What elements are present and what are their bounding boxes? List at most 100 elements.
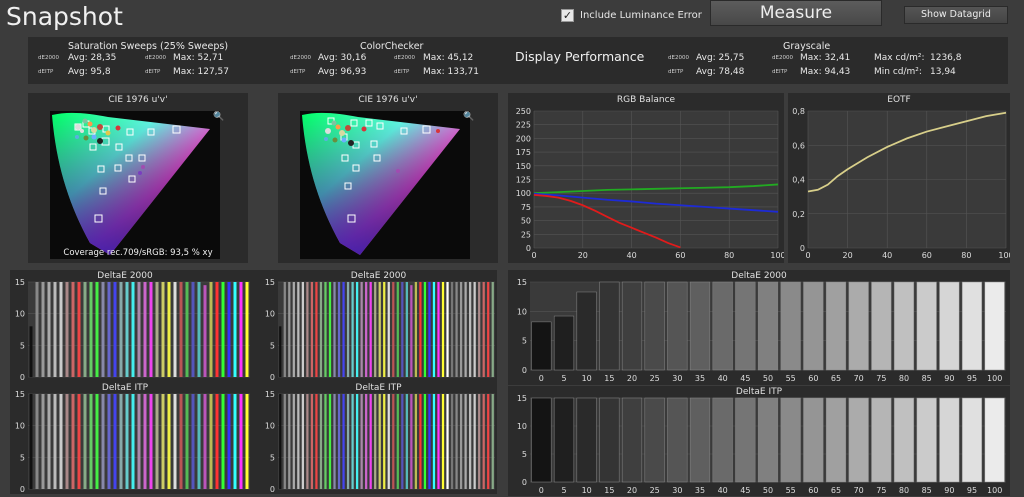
- cie-left-diagram: 🔍: [50, 110, 224, 259]
- bar: [689, 281, 711, 371]
- bar: [29, 394, 33, 489]
- y-tick-label: 15: [15, 278, 25, 287]
- y-tick-label: 75: [521, 203, 531, 212]
- bar: [803, 281, 824, 371]
- series-line-1: [533, 192, 779, 213]
- x-tick-label: 20: [843, 251, 853, 260]
- bar: [757, 397, 779, 483]
- x-tick-label: 15: [604, 486, 614, 495]
- x-tick-label: 40: [718, 486, 728, 495]
- y-tick-label: 125: [516, 176, 531, 185]
- bar: [848, 281, 869, 371]
- bar: [215, 394, 219, 489]
- x-tick-label: 100: [987, 486, 1002, 495]
- bar: [916, 281, 937, 371]
- bar: [780, 397, 801, 483]
- bar: [644, 281, 665, 371]
- bar: [149, 394, 153, 489]
- colorchecker-de2000-tag-2: dE2000: [394, 55, 415, 61]
- bar: [113, 394, 117, 489]
- bar: [446, 282, 449, 377]
- y-tick-label: 0: [20, 373, 25, 382]
- saturation-title: Saturation Sweeps (25% Sweeps): [68, 41, 229, 52]
- y-tick-label: 10: [517, 422, 527, 431]
- bar: [491, 282, 494, 377]
- saturation-de2000-tag-2: dE2000: [145, 55, 166, 61]
- bar: [315, 282, 318, 377]
- measure-button[interactable]: Measure: [710, 0, 882, 26]
- bar: [167, 282, 171, 377]
- x-tick-label: 75: [876, 374, 886, 383]
- x-tick-label: 55: [786, 374, 796, 383]
- gray-de2000-title: DeltaE 2000: [731, 271, 787, 281]
- x-tick-label: 10: [582, 374, 592, 383]
- bar: [328, 282, 332, 377]
- zoom-icon[interactable]: 🔍: [213, 110, 224, 122]
- bar: [89, 282, 93, 377]
- x-tick-label: 90: [944, 486, 954, 495]
- x-tick-label: 5: [561, 486, 566, 495]
- coverage-text: Coverage rec.709/sRGB: 93,5 % xy: [63, 248, 213, 258]
- bar: [41, 394, 45, 489]
- x-tick-label: 20: [627, 486, 637, 495]
- bar: [961, 281, 983, 371]
- bar: [95, 282, 99, 377]
- bar: [333, 282, 336, 377]
- bar: [143, 394, 147, 489]
- y-tick-label: 25: [521, 230, 531, 239]
- bar: [599, 397, 620, 483]
- zoom-icon-right[interactable]: 🔍: [463, 110, 474, 122]
- x-tick-label: 0: [805, 251, 810, 260]
- x-tick-label: 95: [967, 486, 977, 495]
- y-tick-label: 50: [521, 217, 531, 226]
- bar: [712, 281, 733, 371]
- bar: [576, 397, 597, 483]
- display-performance-label: Display Performance: [515, 49, 645, 64]
- x-tick-label: 5: [561, 374, 566, 383]
- x-tick-label: 70: [854, 486, 864, 495]
- x-tick-label: 20: [578, 251, 588, 260]
- colorchecker-deitp-tag-2: dEITP: [394, 69, 410, 75]
- colorchecker-deitp-max: Max: 133,71: [423, 67, 479, 77]
- bar: [65, 282, 69, 377]
- bar: [227, 282, 231, 377]
- bar: [233, 394, 237, 489]
- bar: [279, 326, 282, 377]
- bar: [423, 282, 427, 377]
- bar: [131, 282, 135, 377]
- x-tick-label: 50: [763, 374, 773, 383]
- saturation-de2000-avg: Avg: 28,35: [68, 53, 117, 63]
- bar: [437, 282, 440, 377]
- x-tick-label: 60: [808, 486, 818, 495]
- bar: [469, 394, 472, 489]
- bar: [346, 282, 350, 377]
- bar: [531, 321, 552, 371]
- grayscale-title: Grayscale: [783, 41, 831, 52]
- y-tick-label: 10: [265, 422, 275, 431]
- bar: [478, 394, 481, 489]
- bar: [553, 315, 575, 371]
- max-cd-value: 1236,8: [930, 53, 962, 63]
- bar: [197, 394, 201, 489]
- bar: [53, 282, 57, 377]
- colorchecker-deitp-tag: dEITP: [290, 69, 306, 75]
- x-tick-label: 80: [899, 374, 909, 383]
- y-tick-label: 15: [265, 278, 275, 287]
- bar: [735, 397, 756, 483]
- bar: [239, 394, 243, 489]
- x-tick-label: 40: [882, 251, 892, 260]
- bar: [149, 282, 153, 377]
- show-datagrid-button[interactable]: Show Datagrid: [904, 6, 1008, 24]
- x-tick-label: 100: [998, 251, 1010, 260]
- bar: [221, 282, 225, 377]
- bar: [342, 282, 345, 377]
- summary-bar: Saturation Sweeps (25% Sweeps) dE2000 Av…: [28, 37, 1008, 84]
- include-luminance-checkbox[interactable]: ✓: [561, 9, 574, 22]
- grayscale-deitp-avg: Avg: 78,48: [696, 67, 745, 77]
- saturation-de2000-tag: dE2000: [38, 55, 59, 61]
- bar: [780, 281, 801, 371]
- y-tick-label: 15: [15, 390, 25, 399]
- bar: [355, 282, 359, 377]
- cie-right-title: CIE 1976 u'v': [358, 95, 418, 105]
- bar: [621, 397, 643, 483]
